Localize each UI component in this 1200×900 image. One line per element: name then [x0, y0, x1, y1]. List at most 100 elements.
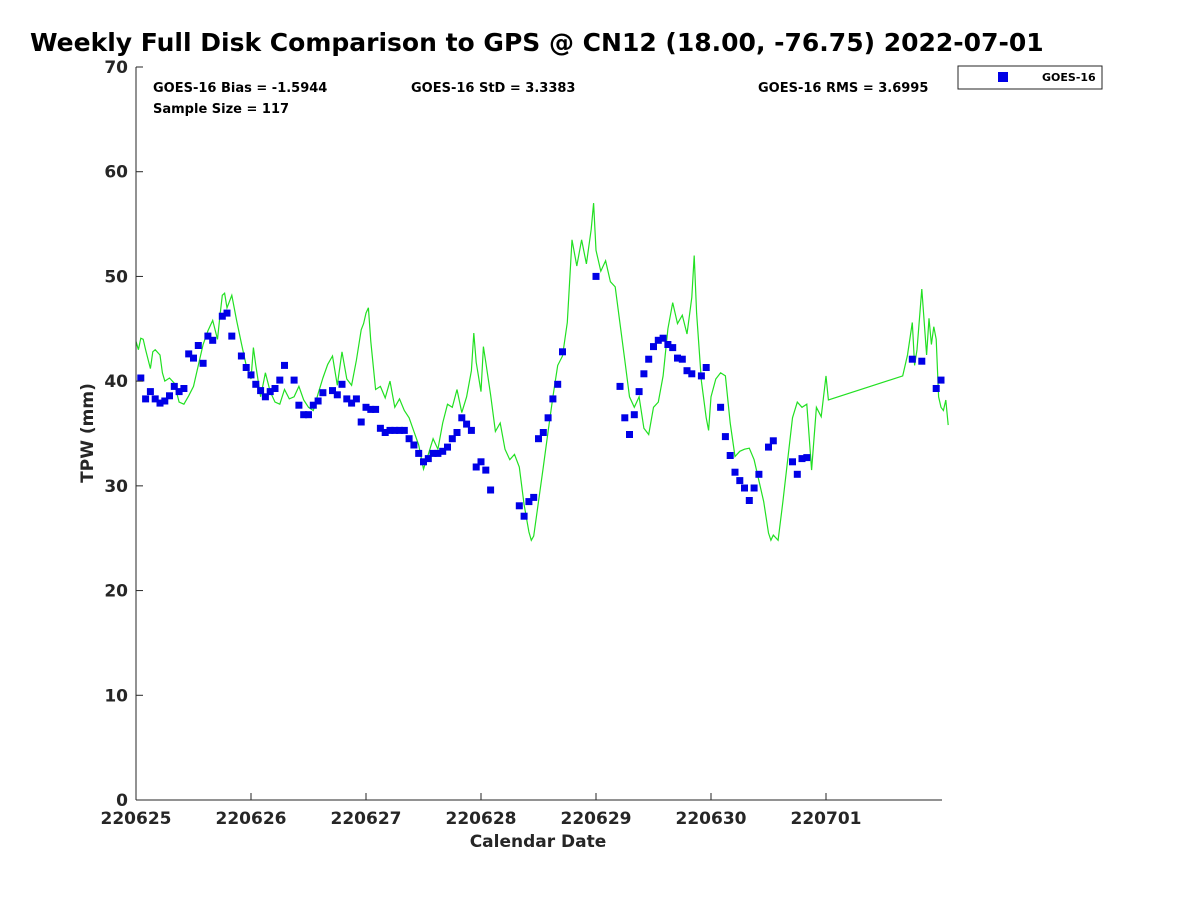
goes-16-point	[180, 385, 188, 392]
goes-16-point	[348, 399, 356, 407]
goes-16-point	[142, 395, 150, 403]
goes-16-point	[247, 371, 255, 379]
y-tick-label: 30	[104, 477, 128, 497]
goes-16-point	[400, 426, 408, 434]
goes-16-point	[472, 463, 480, 471]
goes-16-point	[654, 336, 662, 344]
goes-16-point	[463, 420, 471, 428]
goes-16-point	[932, 385, 940, 392]
goes-16-point	[908, 355, 916, 363]
goes-16-point	[520, 512, 528, 520]
goes-16-point	[721, 433, 729, 441]
goes-16-point	[621, 414, 629, 422]
goes-16-point	[194, 342, 202, 349]
goes-16-point	[525, 498, 533, 506]
goes-16-point	[765, 443, 772, 451]
goes-16-point	[391, 426, 399, 434]
goes-16-point	[161, 397, 169, 405]
goes-16-point	[352, 395, 360, 403]
goes-16-point	[448, 435, 456, 443]
x-axis-title: Calendar Date	[470, 832, 607, 852]
goes-16-point	[170, 382, 178, 390]
goes-16-point	[736, 477, 744, 485]
goes-16-point	[209, 336, 217, 344]
goes-16-point	[242, 364, 250, 371]
legend-box	[957, 65, 1103, 90]
goes-16-point	[343, 395, 351, 403]
chart-title: Weekly Full Disk Comparison to GPS @ CN1…	[30, 28, 1044, 57]
goes-16-point	[769, 437, 777, 445]
goes-16-point	[290, 376, 298, 384]
goes-16-point	[635, 388, 643, 396]
goes-16-point	[362, 403, 370, 411]
goes-16-point	[415, 449, 423, 457]
goes-16-point	[678, 355, 686, 363]
goes-16-point	[549, 395, 557, 403]
goes-16-point	[424, 455, 432, 463]
y-tick-label: 50	[104, 267, 128, 287]
legend-marker-goes-16	[998, 72, 1008, 82]
goes-16-point	[199, 359, 207, 367]
goes-16-point	[228, 332, 236, 340]
goes-16-point	[372, 405, 380, 413]
goes-16-point	[367, 405, 375, 413]
goes-16-point	[793, 470, 801, 478]
y-tick-label: 40	[104, 372, 128, 392]
goes-16-point	[175, 388, 183, 396]
y-tick-label: 0	[116, 791, 128, 811]
goes-16-point	[410, 441, 418, 449]
goes-16-point	[146, 388, 154, 396]
goes-16-point	[396, 426, 403, 434]
goes-16-point	[702, 364, 710, 371]
goes-16-point	[697, 372, 705, 380]
goes-16-point	[659, 334, 667, 342]
goes-16-point	[530, 493, 538, 501]
goes-16-point	[276, 376, 284, 384]
goes-16-point	[420, 458, 427, 466]
goes-16-point	[429, 449, 437, 457]
goes-16-point	[329, 387, 336, 395]
goes-16-point	[166, 392, 173, 400]
goes-16-point	[626, 431, 633, 438]
goes-16-point	[664, 341, 672, 348]
goes-16-point	[650, 343, 657, 351]
goes-16-point	[554, 380, 562, 388]
goes-16-point	[616, 382, 624, 390]
goes-16-point	[674, 354, 681, 362]
goes-16-point	[381, 429, 389, 436]
goes-16-point	[453, 429, 461, 436]
sample-size-stat: Sample Size = 117	[153, 102, 289, 117]
x-tick-label: 220629	[561, 809, 632, 829]
goes-16-point	[559, 348, 566, 356]
goes-16-point	[338, 380, 346, 388]
goes-16-point	[319, 389, 327, 397]
goes-16-point	[535, 435, 542, 443]
goes-16-point	[295, 401, 303, 409]
legend: GOES-16	[957, 65, 1103, 90]
goes-16-point	[376, 424, 384, 432]
goes-16-point	[386, 426, 394, 434]
bias-stat: GOES-16 Bias = -1.5944	[153, 81, 327, 96]
goes-16-point	[309, 401, 317, 409]
goes-16-point	[683, 367, 691, 375]
goes-16-point	[544, 414, 552, 422]
goes-16-point	[487, 486, 495, 494]
x-tick-label: 220627	[331, 809, 402, 829]
goes-16-point	[640, 370, 648, 378]
goes-16-point	[918, 357, 926, 365]
goes-16-point	[439, 447, 447, 455]
goes-16-point	[515, 502, 523, 510]
goes-16-point	[434, 449, 442, 457]
x-tick-label: 220701	[791, 809, 862, 829]
goes-16-point	[305, 411, 312, 419]
y-axis-title: TPW (mm)	[78, 383, 98, 483]
goes-16-point	[190, 354, 197, 362]
goes-16-point	[281, 361, 288, 369]
goes-16-point	[750, 484, 758, 492]
x-tick-label: 220626	[216, 809, 287, 829]
goes-16-point	[539, 429, 547, 436]
goes-16-point	[223, 309, 231, 317]
goes-16-point	[717, 403, 725, 411]
x-tick-label: 220628	[446, 809, 517, 829]
goes-16-point	[300, 411, 308, 419]
